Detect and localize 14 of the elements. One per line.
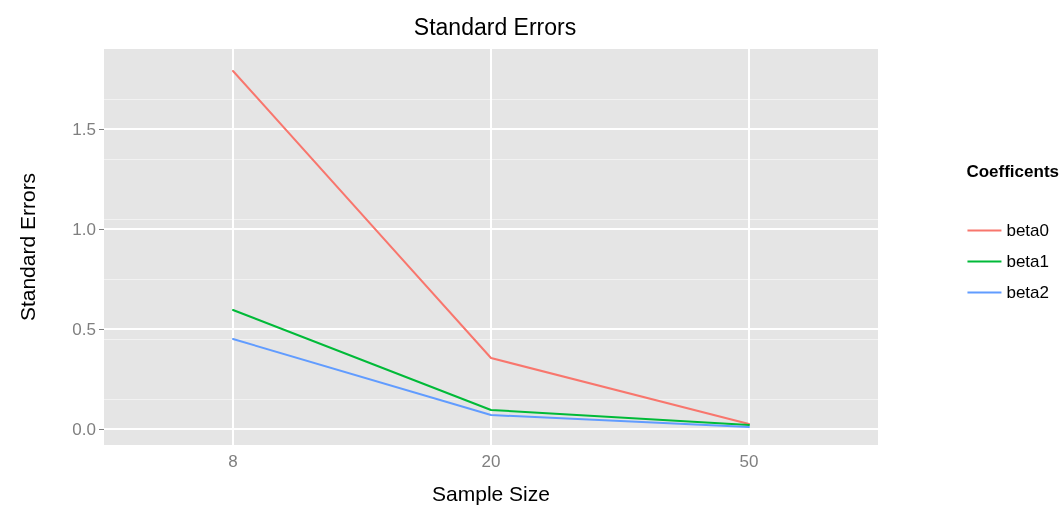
y-tick-label: 0.0 bbox=[72, 419, 96, 439]
y-tick-label: 1.5 bbox=[72, 119, 96, 139]
legend-label: beta1 bbox=[1006, 252, 1050, 271]
chart-title: Standard Errors bbox=[413, 13, 577, 40]
x-axis-title: Sample Size bbox=[432, 482, 550, 505]
legend-label: beta2 bbox=[1006, 283, 1050, 302]
legend-title: Coefficents bbox=[966, 162, 1060, 181]
x-tick-label: 20 bbox=[481, 452, 501, 471]
y-tick-label: 1.0 bbox=[72, 219, 96, 239]
x-tick-label: 8 bbox=[228, 452, 238, 471]
legend-label: beta0 bbox=[1006, 221, 1050, 240]
y-tick-label: 0.5 bbox=[72, 319, 96, 339]
y-axis-title: Standard Errors bbox=[16, 172, 39, 322]
x-tick-label: 50 bbox=[739, 452, 759, 471]
